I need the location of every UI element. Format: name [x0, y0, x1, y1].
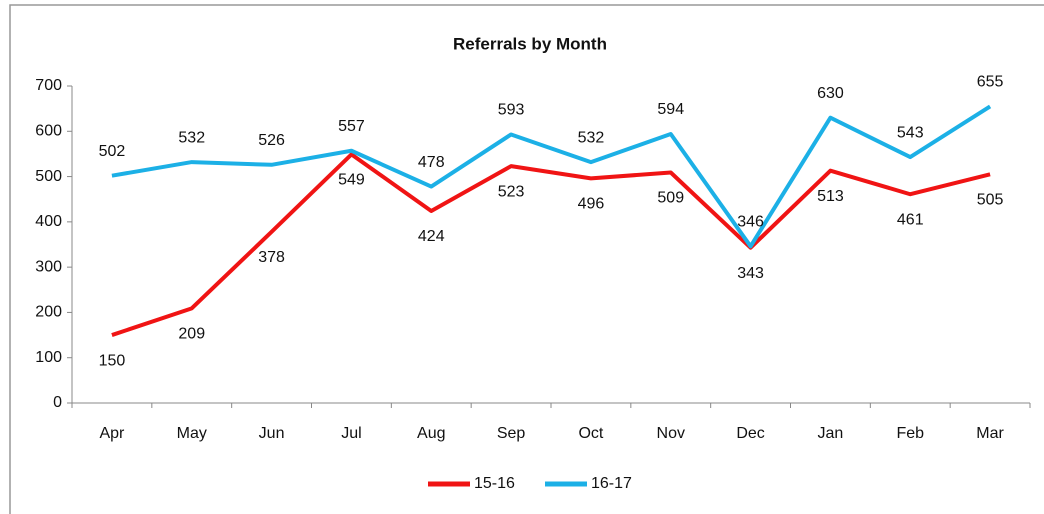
series-line [111, 104, 992, 249]
data-label: 209 [178, 326, 205, 343]
data-label: 593 [498, 102, 525, 119]
y-tick-label: 200 [35, 304, 62, 321]
legend-label: 15-16 [474, 475, 515, 492]
data-label: 630 [817, 85, 844, 102]
x-tick-label: Aug [417, 425, 445, 442]
data-label: 526 [258, 132, 285, 149]
data-label: 549 [338, 172, 365, 189]
legend-label: 16-17 [591, 475, 632, 492]
y-tick-label: 600 [35, 123, 62, 140]
data-label: 655 [977, 74, 1004, 91]
data-label: 346 [737, 214, 764, 231]
y-tick-label: 100 [35, 349, 62, 366]
data-label: 461 [897, 211, 924, 228]
x-tick-label: Feb [896, 425, 924, 442]
data-label: 150 [99, 352, 126, 369]
x-tick-label: Jan [818, 425, 844, 442]
data-label: 532 [578, 129, 605, 146]
data-label: 502 [99, 143, 126, 160]
data-label: 424 [418, 228, 445, 245]
data-label: 509 [657, 190, 684, 207]
data-label: 505 [977, 192, 1004, 209]
y-tick-label: 300 [35, 258, 62, 275]
data-label: 557 [338, 118, 365, 135]
data-label: 478 [418, 154, 445, 171]
x-tick-label: Dec [736, 425, 764, 442]
y-tick-label: 400 [35, 213, 62, 230]
data-label: 378 [258, 249, 285, 266]
x-tick-label: Apr [99, 425, 125, 442]
x-tick-label: May [177, 425, 207, 442]
data-label: 543 [897, 124, 924, 141]
y-tick-label: 700 [35, 77, 62, 94]
x-tick-label: Mar [976, 425, 1004, 442]
data-label: 523 [498, 183, 525, 200]
chart-frame [9, 4, 1044, 514]
data-label: 496 [578, 196, 605, 213]
series-line [111, 152, 991, 337]
data-label: 532 [178, 129, 205, 146]
data-label: 513 [817, 188, 844, 205]
x-tick-label: Sep [497, 425, 526, 442]
y-tick-label: 0 [53, 394, 62, 411]
data-label: 343 [737, 265, 764, 282]
x-tick-label: Jun [259, 425, 285, 442]
chart-title: Referrals by Month [453, 34, 607, 53]
data-label: 594 [657, 101, 684, 118]
x-tick-label: Nov [657, 425, 685, 442]
x-tick-label: Oct [578, 425, 603, 442]
y-tick-label: 500 [35, 168, 62, 185]
x-tick-label: Jul [341, 425, 361, 442]
